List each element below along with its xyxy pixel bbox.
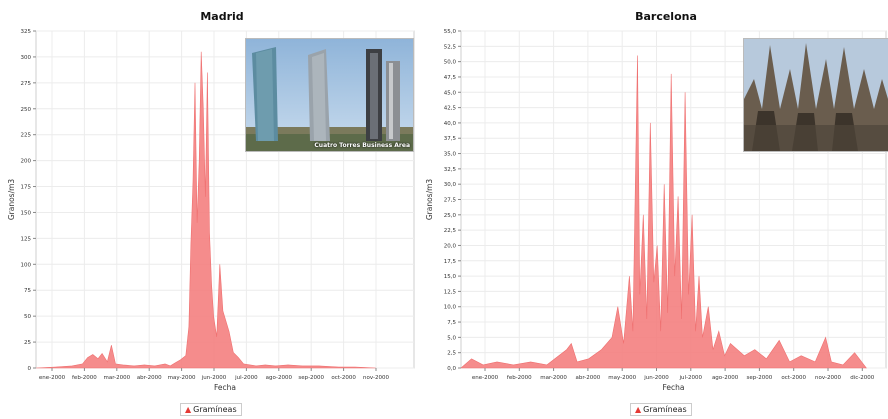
- legend: ▲ Gramíneas: [180, 403, 242, 416]
- y-tick-label: 325: [21, 29, 32, 35]
- x-tick-label: may-2000: [608, 375, 636, 381]
- y-tick-label: 2,5: [447, 351, 456, 357]
- x-tick-label: feb-2000: [507, 375, 532, 381]
- y-tick-label: 225: [21, 133, 32, 139]
- x-tick-label: oct-2000: [781, 375, 806, 381]
- y-tick-label: 0: [28, 366, 32, 372]
- y-tick-label: 42,5: [444, 106, 457, 112]
- legend-swatch-icon: ▲: [185, 405, 192, 414]
- legend-label: Gramíneas: [193, 405, 237, 414]
- x-tick-label: abr-2000: [137, 375, 162, 381]
- y-tick-label: 200: [21, 159, 32, 165]
- y-axis-label: Granos/m3: [425, 179, 434, 221]
- series-area: [460, 55, 867, 369]
- y-tick-label: 55,0: [444, 29, 457, 35]
- x-tick-label: mar-2000: [540, 375, 567, 381]
- y-tick-label: 5,0: [447, 335, 456, 341]
- y-tick-label: 37,5: [444, 136, 457, 142]
- y-tick-label: 175: [21, 185, 32, 191]
- x-axis-label: Fecha: [663, 383, 685, 392]
- x-tick-label: sep-2000: [747, 375, 773, 381]
- skyscrapers-photo: Cuatro Torres Business Area: [245, 38, 414, 152]
- x-tick-label: jul-2000: [234, 375, 258, 381]
- legend-label: Gramíneas: [643, 405, 687, 414]
- series-area: [35, 51, 376, 369]
- chart-title: Barcelona: [635, 10, 697, 23]
- y-tick-label: 7,5: [447, 320, 456, 326]
- y-tick-label: 275: [21, 81, 32, 87]
- y-tick-label: 50: [24, 314, 31, 320]
- y-tick-label: 15,0: [444, 274, 457, 280]
- x-tick-label: oct-2000: [331, 375, 356, 381]
- x-tick-label: sep-2000: [298, 375, 324, 381]
- y-tick-label: 45,0: [444, 90, 457, 96]
- y-tick-label: 250: [21, 107, 32, 113]
- y-tick-label: 25,0: [444, 213, 457, 219]
- y-tick-label: 30,0: [444, 182, 457, 188]
- x-tick-label: mar-2000: [103, 375, 130, 381]
- y-tick-label: 10,0: [444, 305, 457, 311]
- y-tick-label: 125: [21, 236, 32, 242]
- y-tick-label: 17,5: [444, 259, 457, 265]
- y-tick-label: 20,0: [444, 243, 457, 249]
- x-tick-label: ago-2000: [712, 375, 739, 381]
- photo-caption: Cuatro Torres Business Area: [314, 142, 410, 149]
- barcelona-panel: Barcelona 0,0 2,5 5,0 7,5 10,0 12,5 15,0 17,5 20…: [425, 0, 888, 419]
- x-tick-label: jun-2000: [201, 375, 227, 381]
- y-tick-label: 150: [21, 210, 32, 216]
- legend-swatch-icon: ▲: [635, 405, 642, 414]
- madrid-panel: Madrid 0 25 50 75 100 125 150 175 200 225 250 275 30…: [7, 10, 415, 416]
- x-tick-label: abr-2000: [576, 375, 601, 381]
- chart-title: Madrid: [200, 10, 244, 23]
- x-tick-label: ago-2000: [266, 375, 293, 381]
- cathedral-photo: [743, 38, 888, 152]
- y-tick-label: 35,0: [444, 152, 457, 158]
- y-tick-label: 25: [24, 340, 31, 346]
- x-tick-label: feb-2000: [72, 375, 97, 381]
- y-tick-label: 75: [24, 288, 31, 294]
- legend: ▲ Gramíneas: [630, 403, 692, 416]
- y-tick-label: 40,0: [444, 121, 457, 127]
- y-tick-label: 32,5: [444, 167, 457, 173]
- y-tick-label: 100: [21, 262, 32, 268]
- x-tick-label: jun-2000: [643, 375, 669, 381]
- x-tick-label: ene-2000: [39, 375, 66, 381]
- y-tick-label: 50,0: [444, 60, 457, 66]
- x-tick-label: nov-2000: [363, 375, 389, 381]
- y-tick-label: 0,0: [447, 366, 456, 372]
- x-axis-label: Fecha: [214, 383, 236, 392]
- y-tick-label: 27,5: [444, 198, 457, 204]
- y-tick-label: 52,5: [444, 44, 457, 50]
- y-tick-label: 47,5: [444, 75, 457, 81]
- y-tick-label: 300: [21, 55, 32, 61]
- x-tick-label: jul-2000: [679, 375, 703, 381]
- y-axis-label: Granos/m3: [7, 179, 16, 221]
- x-tick-label: dic-2000: [850, 375, 875, 381]
- y-tick-label: 22,5: [444, 228, 457, 234]
- x-tick-label: ene-2000: [472, 375, 499, 381]
- x-tick-label: may-2000: [168, 375, 196, 381]
- y-tick-label: 12,5: [444, 289, 457, 295]
- x-tick-label: nov-2000: [815, 375, 841, 381]
